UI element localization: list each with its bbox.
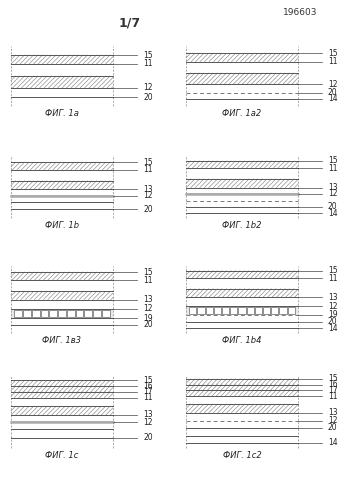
Text: 12: 12 bbox=[143, 191, 152, 200]
Text: 15: 15 bbox=[328, 48, 337, 58]
Text: 20: 20 bbox=[328, 424, 337, 432]
Text: 20: 20 bbox=[328, 202, 337, 211]
Text: 15: 15 bbox=[143, 50, 152, 59]
Text: 12: 12 bbox=[143, 418, 152, 426]
Text: 16: 16 bbox=[328, 380, 337, 389]
Text: ФИГ. 1c: ФИГ. 1c bbox=[45, 451, 79, 460]
Text: 12: 12 bbox=[328, 80, 337, 89]
Bar bbox=[102, 310, 109, 317]
Text: 11: 11 bbox=[328, 274, 337, 282]
Text: 19: 19 bbox=[143, 314, 152, 323]
Text: 11: 11 bbox=[143, 60, 152, 68]
Bar bbox=[76, 310, 83, 317]
Text: 12: 12 bbox=[328, 416, 337, 425]
Bar bbox=[247, 308, 254, 314]
Bar bbox=[206, 308, 213, 314]
Text: 13: 13 bbox=[328, 293, 337, 302]
Bar bbox=[41, 310, 48, 317]
Bar bbox=[58, 310, 66, 317]
Text: 13: 13 bbox=[143, 295, 152, 304]
Bar bbox=[238, 308, 246, 314]
Text: 11: 11 bbox=[328, 392, 337, 400]
Text: 13: 13 bbox=[328, 408, 337, 417]
Text: 13: 13 bbox=[328, 183, 337, 192]
Bar bbox=[186, 193, 298, 194]
Text: ФИГ. 1а2: ФИГ. 1а2 bbox=[222, 109, 262, 118]
Text: ФИГ. 1c2: ФИГ. 1c2 bbox=[223, 451, 261, 460]
Text: 11: 11 bbox=[143, 393, 152, 402]
Text: 14: 14 bbox=[328, 324, 337, 333]
Bar bbox=[67, 310, 74, 317]
Bar bbox=[32, 310, 40, 317]
Bar bbox=[263, 308, 270, 314]
Text: 14: 14 bbox=[328, 208, 337, 218]
Text: 20: 20 bbox=[143, 92, 152, 102]
Text: ФИГ. 1b2: ФИГ. 1b2 bbox=[222, 221, 262, 230]
Text: 15: 15 bbox=[143, 268, 152, 276]
Bar bbox=[230, 308, 238, 314]
Text: 20: 20 bbox=[143, 205, 152, 214]
Text: 14: 14 bbox=[328, 438, 337, 448]
Text: 15: 15 bbox=[143, 158, 152, 166]
Text: 17: 17 bbox=[328, 386, 337, 395]
Text: 1/7: 1/7 bbox=[119, 16, 141, 29]
Bar bbox=[49, 310, 57, 317]
Bar bbox=[11, 422, 113, 423]
Text: 13: 13 bbox=[143, 185, 152, 194]
Bar bbox=[11, 195, 113, 196]
Text: 15: 15 bbox=[328, 374, 337, 384]
Bar bbox=[279, 308, 287, 314]
Text: 12: 12 bbox=[328, 190, 337, 198]
Text: 15: 15 bbox=[328, 266, 337, 275]
Text: 12: 12 bbox=[328, 302, 337, 310]
Text: 11: 11 bbox=[328, 164, 337, 173]
Text: 20: 20 bbox=[143, 320, 152, 330]
Text: 12: 12 bbox=[143, 304, 152, 314]
Text: 13: 13 bbox=[143, 410, 152, 420]
Text: 196603: 196603 bbox=[283, 8, 317, 17]
Text: 11: 11 bbox=[328, 57, 337, 66]
Text: 20: 20 bbox=[328, 317, 337, 326]
Text: 12: 12 bbox=[143, 84, 152, 92]
Text: 15: 15 bbox=[143, 376, 152, 385]
Text: ФИГ. 1в3: ФИГ. 1в3 bbox=[42, 336, 82, 345]
Text: 15: 15 bbox=[328, 156, 337, 166]
Text: ФИГ. 1b: ФИГ. 1b bbox=[45, 221, 79, 230]
Bar bbox=[93, 310, 101, 317]
Bar bbox=[255, 308, 262, 314]
Text: 20: 20 bbox=[328, 88, 337, 98]
Text: ФИГ. 1b4: ФИГ. 1b4 bbox=[222, 336, 262, 345]
Bar bbox=[189, 308, 197, 314]
Bar bbox=[84, 310, 92, 317]
Bar bbox=[186, 306, 298, 315]
Text: 16: 16 bbox=[143, 382, 152, 390]
Text: 20: 20 bbox=[143, 434, 152, 442]
Bar bbox=[288, 308, 295, 314]
Bar bbox=[222, 308, 229, 314]
Bar bbox=[14, 310, 22, 317]
Text: 14: 14 bbox=[328, 94, 337, 104]
Text: 17: 17 bbox=[143, 388, 152, 396]
Bar bbox=[197, 308, 205, 314]
Bar bbox=[214, 308, 221, 314]
Text: ФИГ. 1a: ФИГ. 1a bbox=[45, 109, 79, 118]
Text: 11: 11 bbox=[143, 276, 152, 284]
Bar bbox=[271, 308, 278, 314]
Bar bbox=[23, 310, 31, 317]
Bar bbox=[11, 309, 113, 318]
Text: 11: 11 bbox=[143, 165, 152, 174]
Text: 19: 19 bbox=[328, 310, 337, 320]
